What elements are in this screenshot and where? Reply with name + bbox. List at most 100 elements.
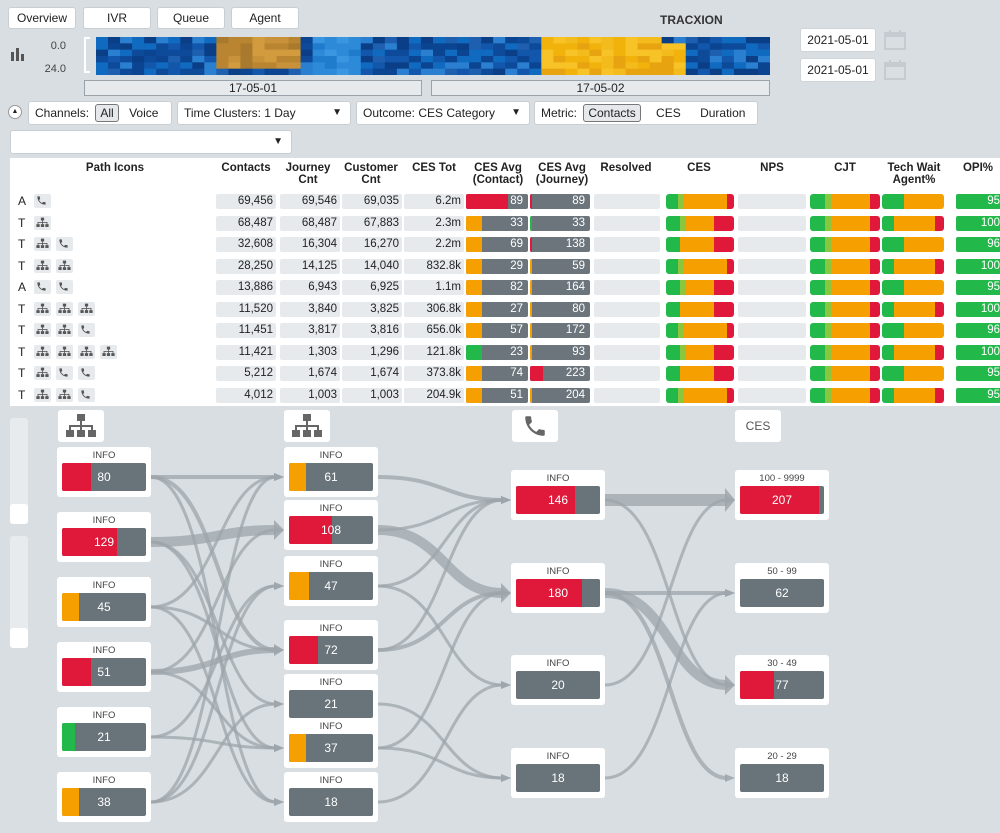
cjt-distribution-bar[interactable] xyxy=(810,280,880,295)
heatmap-cell[interactable] xyxy=(565,49,578,57)
heatmap-cell[interactable] xyxy=(420,43,434,51)
heatmap-cell[interactable] xyxy=(733,62,747,70)
heatmap-cell[interactable] xyxy=(396,37,410,44)
heatmap-cell[interactable] xyxy=(445,56,458,63)
heatmap-cell[interactable] xyxy=(120,62,133,70)
cjt-distribution-bar[interactable] xyxy=(810,215,880,231)
heatmap-cell[interactable] xyxy=(288,56,302,63)
heatmap-cell[interactable] xyxy=(553,37,566,44)
heatmap-cell[interactable] xyxy=(541,68,554,75)
heatmap-cell[interactable] xyxy=(360,49,374,57)
heatmap-cell[interactable] xyxy=(697,49,711,57)
cjt-distribution-bar[interactable] xyxy=(810,323,880,338)
heatmap-cell[interactable] xyxy=(601,43,615,51)
heatmap-cell[interactable] xyxy=(216,62,229,70)
heatmap-cell[interactable] xyxy=(144,56,157,63)
heatmap-cell[interactable] xyxy=(565,68,578,75)
heatmap-cell[interactable] xyxy=(144,37,157,44)
heatmap-cell[interactable] xyxy=(445,49,458,57)
heatmap-cell[interactable] xyxy=(661,68,675,75)
tab-agent[interactable]: Agent xyxy=(231,7,299,29)
heatmap-cell[interactable] xyxy=(697,68,711,75)
heatmap-cell[interactable] xyxy=(264,62,278,70)
heatmap-cell[interactable] xyxy=(745,43,759,51)
heatmap-cell[interactable] xyxy=(457,37,470,44)
heatmap-cell[interactable] xyxy=(709,37,723,44)
flow-link[interactable] xyxy=(150,475,277,652)
flow-link[interactable] xyxy=(377,498,504,532)
heatmap-cell[interactable] xyxy=(745,62,759,70)
heatmap-cell[interactable] xyxy=(661,62,675,70)
heatmap-cell[interactable] xyxy=(541,43,554,51)
heatmap-cell[interactable] xyxy=(745,56,759,63)
cjt-distribution-bar[interactable] xyxy=(810,194,880,209)
heatmap-cell[interactable] xyxy=(240,68,253,75)
heatmap-cell[interactable] xyxy=(517,37,530,44)
heatmap-cell[interactable] xyxy=(324,68,338,75)
heatmap-cell[interactable] xyxy=(336,43,350,51)
flow-node[interactable]: INFO 51 xyxy=(57,642,151,692)
heatmap-cell[interactable] xyxy=(673,56,687,63)
heatmap-cell[interactable] xyxy=(324,62,338,70)
heatmap-cell[interactable] xyxy=(408,37,422,44)
heatmap-cell[interactable] xyxy=(469,49,482,57)
heatmap-cell[interactable] xyxy=(348,56,362,63)
header-cjt[interactable]: CJT xyxy=(834,162,856,174)
channel-all-button[interactable]: All xyxy=(95,104,119,122)
heatmap-cell[interactable] xyxy=(336,49,350,57)
heatmap-cell[interactable] xyxy=(517,43,530,51)
flow-link[interactable] xyxy=(377,498,504,652)
heatmap-cell[interactable] xyxy=(120,49,133,57)
flow-link[interactable] xyxy=(377,525,504,598)
heatmap-cell[interactable] xyxy=(252,37,265,44)
heatmap-date-right[interactable]: 17-05-02 xyxy=(431,80,770,96)
heatmap-cell[interactable] xyxy=(457,56,470,63)
heatmap-cell[interactable] xyxy=(264,56,278,63)
heatmap-cell[interactable] xyxy=(505,68,518,75)
flow-link[interactable] xyxy=(604,591,728,780)
heatmap-cell[interactable] xyxy=(372,37,386,44)
heatmap-cell[interactable] xyxy=(276,43,290,51)
heatmap-cell[interactable] xyxy=(348,43,362,51)
heatmap-cell[interactable] xyxy=(372,49,386,57)
flow-node[interactable]: INFO 61 xyxy=(284,447,378,497)
heatmap-cell[interactable] xyxy=(649,62,663,70)
heatmap-cell[interactable] xyxy=(577,43,590,51)
heatmap-cell[interactable] xyxy=(288,37,302,44)
flow-node[interactable]: INFO 18 xyxy=(511,748,605,798)
heatmap-cell[interactable] xyxy=(252,62,265,70)
heatmap-cell[interactable] xyxy=(348,37,362,44)
heatmap-cell[interactable] xyxy=(649,43,663,51)
heatmap-cell[interactable] xyxy=(529,37,542,44)
heatmap-cell[interactable] xyxy=(240,49,253,57)
heatmap-cell[interactable] xyxy=(505,56,518,63)
heatmap-cell[interactable] xyxy=(553,62,566,70)
heatmap-cell[interactable] xyxy=(204,68,217,75)
tech-wait-distribution-bar[interactable] xyxy=(882,258,944,274)
header-customer-cnt[interactable]: Customer Cnt xyxy=(344,162,398,186)
heatmap-cell[interactable] xyxy=(589,68,602,75)
heatmap-cell[interactable] xyxy=(697,43,711,51)
heatmap-cell[interactable] xyxy=(204,37,217,44)
heatmap-cell[interactable] xyxy=(360,56,374,63)
heatmap-cell[interactable] xyxy=(180,68,193,75)
heatmap-cell[interactable] xyxy=(228,56,241,63)
heatmap-cell[interactable] xyxy=(637,62,651,70)
heatmap-cell[interactable] xyxy=(132,68,145,75)
heatmap-cell[interactable] xyxy=(108,37,121,44)
heatmap-cell[interactable] xyxy=(372,56,386,63)
heatmap-cell[interactable] xyxy=(565,56,578,63)
heatmap-cell[interactable] xyxy=(252,68,265,75)
heatmap-cell[interactable] xyxy=(324,49,338,57)
heatmap-cell[interactable] xyxy=(144,68,157,75)
heatmap-cell[interactable] xyxy=(709,68,723,75)
heatmap-cell[interactable] xyxy=(433,56,446,63)
heatmap-cell[interactable] xyxy=(661,43,675,51)
cjt-distribution-bar[interactable] xyxy=(810,237,880,252)
heatmap-cell[interactable] xyxy=(721,68,735,75)
flow-link[interactable] xyxy=(377,475,504,502)
ces-distribution-bar[interactable] xyxy=(666,194,734,209)
bar-chart-icon[interactable] xyxy=(10,46,26,62)
ivr-column-header-icon[interactable] xyxy=(284,410,330,442)
metric-ces-button[interactable]: CES xyxy=(656,106,681,120)
